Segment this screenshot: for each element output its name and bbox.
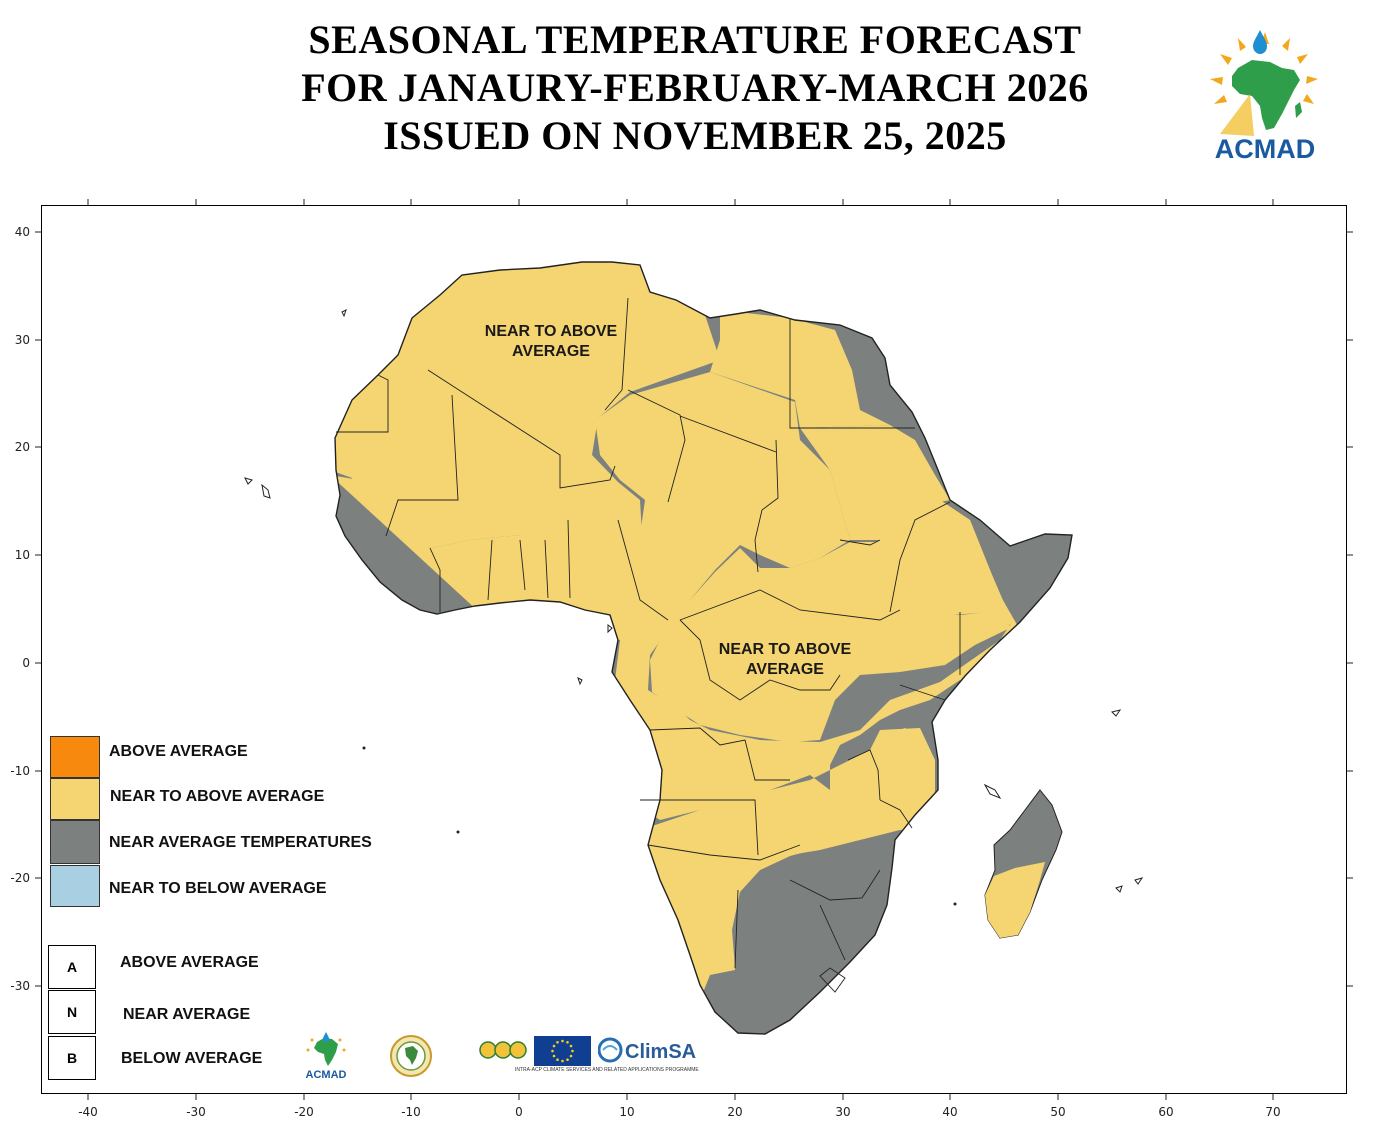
x-tick-label: 70	[1265, 1105, 1280, 1119]
acp-logo	[478, 1038, 528, 1062]
madagascar-yellow	[985, 862, 1045, 938]
x-tick-labels: -40 -30 -20 -10 0 10 20 30 40 50 60 70	[78, 1105, 1280, 1119]
partner-acmad-logo: ACMAD	[300, 1030, 354, 1081]
x-tick-label: 50	[1050, 1105, 1065, 1119]
x-tick-label: 0	[515, 1105, 523, 1119]
legend-letter-n: N	[48, 990, 96, 1034]
map-frame	[41, 205, 1347, 1094]
eu-stars-icon	[551, 1039, 574, 1063]
islands	[244, 309, 1144, 893]
svg-text:ACMAD: ACMAD	[306, 1069, 347, 1080]
y-tick-label: 20	[15, 440, 30, 454]
climsa-tagline: INTRA-ACP CLIMATE SERVICES AND RELATED A…	[515, 1067, 699, 1073]
eu-flag-logo	[534, 1036, 591, 1066]
y-tick-label: -20	[10, 871, 30, 885]
x-tick-label: 60	[1158, 1105, 1173, 1119]
y-tick-labels: 40 30 20 10 0 -10 -20 -30	[10, 225, 30, 993]
svg-text:ClimSA: ClimSA	[625, 1041, 696, 1063]
near-to-above-zones	[335, 262, 1010, 972]
legend-letter-a-label: ABOVE AVERAGE	[120, 954, 259, 971]
african-union-logo	[388, 1034, 434, 1078]
svg-text:ACMAD: ACMAD	[1215, 134, 1316, 164]
country-borders	[336, 297, 961, 993]
y-tick-label: 0	[22, 656, 30, 670]
legend-swatch-near-below	[50, 865, 100, 907]
acmad-logo-icon: ACMAD	[1210, 30, 1318, 164]
legend-label-near-above: NEAR TO ABOVE AVERAGE	[110, 788, 325, 805]
x-tick-label: -20	[294, 1105, 314, 1119]
legend-letter-b: B	[48, 1036, 96, 1080]
axis-ticks	[35, 199, 1353, 1100]
y-tick-label: 10	[15, 548, 30, 562]
x-tick-label: 30	[835, 1105, 850, 1119]
title-line-3: ISSUED ON NOVEMBER 25, 2025	[383, 113, 1007, 158]
y-tick-label: 30	[15, 333, 30, 347]
legend-label-near: NEAR AVERAGE TEMPERATURES	[109, 834, 372, 851]
legend-swatch-near	[50, 820, 100, 864]
legend-label-above: ABOVE AVERAGE	[109, 743, 248, 760]
region-label-central-line1: NEAR TO ABOVE	[718, 641, 852, 658]
x-tick-label: -30	[186, 1105, 206, 1119]
title-line-1: SEASONAL TEMPERATURE FORECAST	[308, 17, 1082, 62]
climsa-logo: ClimSA	[597, 1034, 708, 1066]
x-tick-label: -10	[401, 1105, 421, 1119]
legend-swatch-above	[50, 736, 100, 778]
legend-letter-n-label: NEAR AVERAGE	[123, 1006, 251, 1023]
legend-swatch-near-above	[50, 778, 100, 820]
legend-letter-b-label: BELOW AVERAGE	[121, 1050, 263, 1067]
y-tick-label: 40	[15, 225, 30, 239]
region-label-north: NEAR TO ABOVE AVERAGE	[484, 323, 618, 360]
acp-logo-icon	[479, 1041, 527, 1059]
acmad-small-icon: ACMAD	[306, 1032, 347, 1081]
y-tick-label: -10	[10, 764, 30, 778]
x-tick-label: 10	[619, 1105, 634, 1119]
climsa-logo-icon: ClimSA	[597, 1037, 696, 1063]
african-union-emblem-icon	[390, 1035, 432, 1077]
legend-label-near-below: NEAR TO BELOW AVERAGE	[109, 880, 327, 897]
x-tick-label: -40	[78, 1105, 98, 1119]
region-label-central: NEAR TO ABOVE AVERAGE	[700, 640, 870, 680]
x-tick-label: 40	[942, 1105, 957, 1119]
x-tick-label: 20	[727, 1105, 742, 1119]
title-line-2: FOR JANAURY-FEBRUARY-MARCH 2026	[301, 65, 1089, 110]
y-tick-label: -30	[10, 979, 30, 993]
legend-letter-a: A	[48, 945, 96, 989]
title-block: SEASONAL TEMPERATURE FORECAST FOR JANAUR…	[180, 16, 1210, 160]
acmad-logo: ACMAD	[1190, 24, 1340, 164]
region-label-central-line2: AVERAGE	[746, 661, 824, 678]
